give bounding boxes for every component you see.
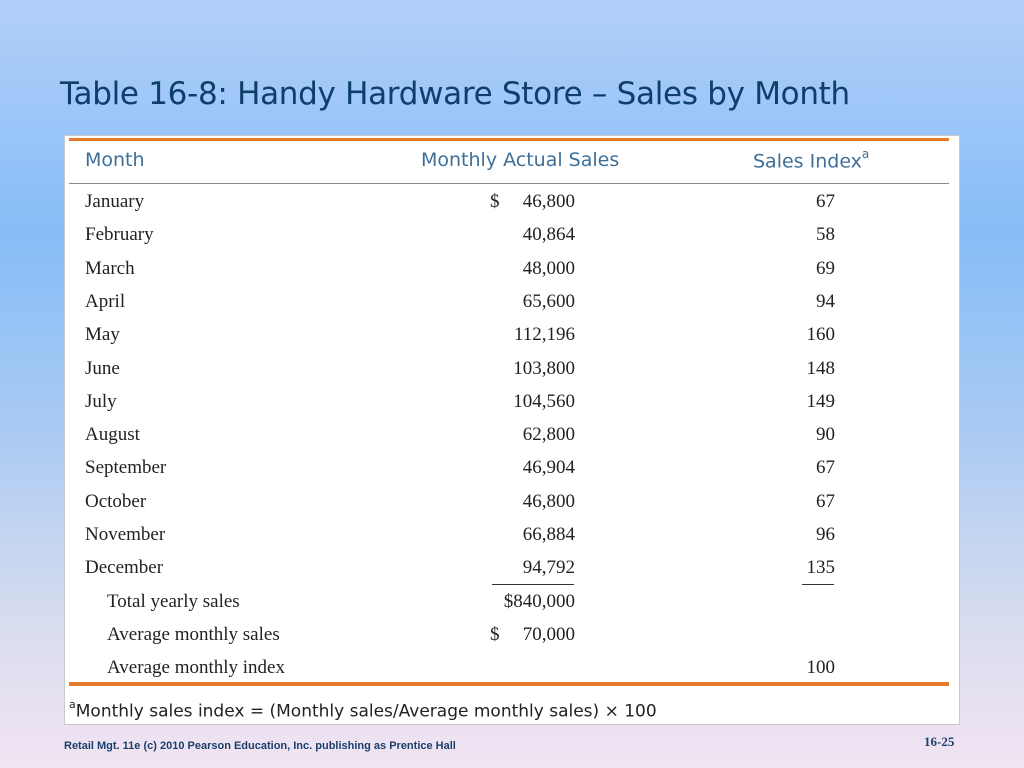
table-row: January $46,800 67 [65, 187, 959, 217]
sales-amount: 112,196 [513, 324, 575, 346]
monthly-sales-value: 104,560 [485, 391, 575, 413]
table-row: July 104,560 149 [65, 387, 959, 417]
sales-index-value: 67 [816, 191, 835, 212]
row-label: March [85, 257, 135, 279]
table-row: June 103,800 148 [65, 354, 959, 384]
table-row: March 48,000 69 [65, 254, 959, 284]
index-total-rule [802, 584, 834, 585]
header-monthly-actual-sales: Monthly Actual Sales [421, 149, 620, 171]
sales-index-value: 96 [816, 524, 835, 545]
table-row: February 40,864 58 [65, 220, 959, 250]
summary-row: Average monthly index 100 [65, 653, 959, 683]
row-label: January [85, 191, 145, 212]
sales-index-value: 94 [816, 290, 835, 312]
summary-row: Average monthly sales $70,000 [65, 620, 959, 650]
summary-row: Total yearly sales $840,000 [65, 587, 959, 617]
table-row: April 65,600 94 [65, 287, 959, 317]
footnote-marker: a [69, 698, 76, 711]
sales-amount: 46,800 [522, 490, 575, 512]
row-label: Average monthly index [107, 657, 285, 679]
row-label: Average monthly sales [107, 623, 280, 645]
sales-index-value: 135 [806, 557, 836, 579]
slide-title: Table 16-8: Handy Hardware Store – Sales… [60, 76, 850, 112]
sales-total-rule [492, 584, 574, 585]
row-label: November [85, 524, 166, 545]
sales-amount: 66,884 [522, 524, 575, 545]
row-label: September [85, 457, 167, 479]
sales-index-value: 148 [806, 357, 836, 379]
header-sales-index-label: Sales Index [753, 150, 862, 173]
monthly-sales-value: 46,904 [485, 457, 575, 479]
monthly-sales-value: 65,600 [485, 291, 575, 313]
monthly-sales-value: $46,800 [485, 191, 575, 213]
monthly-sales-value: 112,196 [485, 324, 575, 346]
row-label: December [85, 557, 164, 579]
table-footnote: aMonthly sales index = (Monthly sales/Av… [69, 698, 657, 722]
sales-amount: 46,800 [522, 191, 575, 212]
sales-amount: 70,000 [522, 623, 575, 645]
monthly-sales-value: 66,884 [485, 524, 575, 546]
row-label: July [85, 390, 117, 412]
monthly-sales-value: 62,800 [485, 424, 575, 446]
sales-index-value: 69 [816, 257, 835, 279]
sales-table: Month Monthly Actual Sales Sales Indexa … [64, 135, 960, 725]
monthly-sales-value: $70,000 [485, 624, 575, 646]
sales-index-value: 149 [806, 390, 836, 412]
table-row: November 66,884 96 [65, 520, 959, 550]
row-label: April [85, 290, 126, 312]
monthly-sales-value: 46,800 [485, 491, 575, 513]
row-label: Total yearly sales [107, 590, 240, 612]
monthly-sales-value: 103,800 [485, 358, 575, 380]
page-number: 16-25 [924, 734, 955, 749]
header-rule [69, 183, 949, 184]
row-label: August [85, 424, 140, 446]
sales-index-value: 90 [816, 424, 835, 446]
monthly-sales-value: $840,000 [485, 591, 575, 613]
sales-amount: 104,560 [513, 390, 575, 412]
sales-index-value: 67 [816, 457, 835, 479]
sales-amount: 48,000 [522, 257, 575, 279]
row-label: May [85, 324, 120, 346]
table-row: October 46,800 67 [65, 487, 959, 517]
sales-amount: $840,000 [503, 590, 575, 612]
sales-amount: 103,800 [513, 357, 575, 379]
header-sales-index: Sales Indexa [753, 147, 870, 173]
header-month: Month [85, 149, 145, 171]
table-row: December 94,792 135 [65, 553, 959, 583]
monthly-sales-value: 94,792 [485, 557, 575, 579]
monthly-sales-value: 40,864 [485, 224, 575, 246]
table-row: May 112,196 160 [65, 320, 959, 350]
sales-index-value: 58 [816, 224, 835, 246]
table-row: August 62,800 90 [65, 420, 959, 450]
footnote-marker: a [861, 147, 870, 161]
sales-index-value: 67 [816, 490, 835, 512]
row-label: June [85, 357, 120, 379]
sales-index-value: 160 [806, 324, 836, 346]
sales-amount: 40,864 [522, 224, 575, 246]
table-bottom-rule [69, 682, 949, 686]
sales-amount: 94,792 [522, 557, 575, 579]
dollar-sign: $ [490, 623, 500, 645]
table-top-rule [69, 138, 949, 141]
row-label: February [85, 224, 154, 246]
footnote-text: Monthly sales index = (Monthly sales/Ave… [75, 701, 657, 722]
row-label: October [85, 490, 147, 512]
table-row: September 46,904 67 [65, 453, 959, 483]
dollar-sign: $ [490, 191, 500, 212]
sales-amount: 46,904 [522, 457, 575, 479]
monthly-sales-value: 48,000 [485, 258, 575, 280]
sales-index-value: 100 [806, 657, 836, 679]
footer-credit: Retail Mgt. 11e (c) 2010 Pearson Educati… [64, 740, 456, 752]
sales-amount: 65,600 [522, 290, 575, 312]
sales-amount: 62,800 [522, 424, 575, 446]
